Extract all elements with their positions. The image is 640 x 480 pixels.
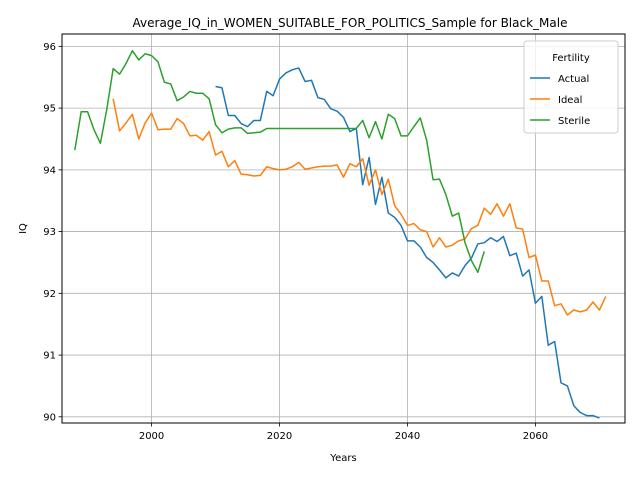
x-tick-label: 2020 (267, 431, 292, 442)
legend: Fertility Actual Ideal Sterile (523, 40, 619, 134)
x-tick-label: 2040 (395, 431, 420, 442)
y-tick-label: 91 (43, 351, 56, 362)
series-layer (74, 49, 607, 419)
series-line-sterile (74, 49, 485, 274)
y-tick-label: 96 (43, 42, 56, 53)
legend-label-sterile: Sterile (558, 116, 590, 127)
y-tick-label: 95 (43, 104, 56, 115)
x-tick-label: 2000 (139, 431, 164, 442)
legend-label-actual: Actual (558, 74, 589, 85)
legend-frame (523, 40, 619, 134)
x-axis-label: Years (329, 453, 356, 464)
y-tick-label: 90 (43, 412, 56, 423)
legend-label-ideal: Ideal (558, 95, 582, 106)
legend-items: Actual Ideal Sterile (530, 74, 590, 127)
axis-ticks: 2000 2020 2040 2060 90 91 92 93 94 95 96 (43, 42, 548, 442)
y-tick-label: 92 (43, 289, 56, 300)
series-line-ideal (112, 98, 607, 316)
y-tick-label: 93 (43, 227, 56, 238)
legend-title: Fertility (552, 53, 590, 64)
chart-title: Average_IQ_in_WOMEN_SUITABLE_FOR_POLITIC… (133, 16, 568, 30)
series-line-actual (215, 67, 600, 419)
plot-frame (61, 33, 626, 424)
y-axis-label: IQ (18, 223, 29, 234)
x-tick-label: 2060 (523, 431, 548, 442)
y-tick-label: 94 (43, 165, 56, 176)
